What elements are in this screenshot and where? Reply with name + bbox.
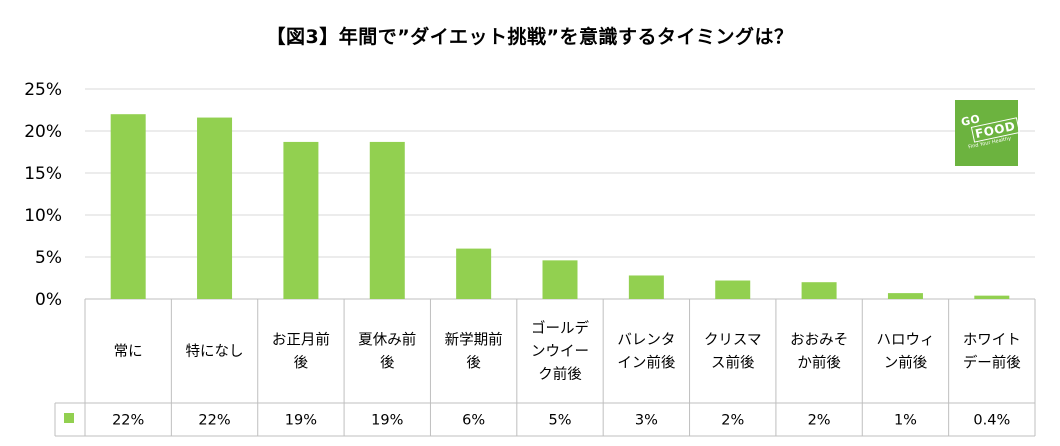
value-label: 6% <box>462 413 485 429</box>
bars <box>110 114 1010 299</box>
value-label: 0.4% <box>973 413 1010 429</box>
value-label: 22% <box>198 413 230 429</box>
y-tick-label: 25% <box>24 80 62 100</box>
category-label: 特になし <box>186 343 244 360</box>
category-label: 後 <box>466 355 481 372</box>
y-tick-label: 0% <box>35 290 62 310</box>
value-label: 19% <box>285 413 317 429</box>
value-label: 3% <box>635 413 658 429</box>
category-label: 新学期前 <box>445 332 503 349</box>
value-label: 1% <box>894 413 917 429</box>
category-label: 後 <box>380 355 395 372</box>
category-label: 常に <box>114 343 143 360</box>
bar <box>887 293 923 299</box>
category-label: バレンタ <box>617 332 675 349</box>
y-tick-label: 10% <box>24 206 62 226</box>
bar <box>715 280 751 299</box>
bar <box>801 282 837 299</box>
bar <box>456 248 492 299</box>
bar <box>283 141 319 299</box>
category-label: ン前後 <box>884 355 928 372</box>
category-label: イン前後 <box>617 355 675 372</box>
category-label: ハロウィ <box>876 332 934 349</box>
bar <box>542 260 578 299</box>
value-label: 2% <box>721 413 744 429</box>
bar <box>974 295 1010 299</box>
value-label: 22% <box>112 413 144 429</box>
category-label: 夏休み前 <box>358 332 416 349</box>
gridlines <box>85 88 1035 300</box>
bar <box>628 275 664 299</box>
category-label: ゴールデ <box>531 319 589 337</box>
value-label: 19% <box>371 413 403 429</box>
y-axis-ticks: 25% 20% 15% 10% 5% 0% <box>24 80 62 310</box>
bar <box>369 141 405 299</box>
category-label: おおみそ <box>790 332 848 349</box>
category-label: クリスマ <box>704 332 762 349</box>
y-tick-label: 15% <box>24 164 62 184</box>
category-label: ク前後 <box>538 366 582 383</box>
category-label: 後 <box>294 355 309 372</box>
category-label: か前後 <box>797 355 841 372</box>
chart-title: 【図3】年間で”ダイエット挑戦”を意識するタイミングは？ <box>266 26 794 48</box>
bar <box>110 114 146 299</box>
category-label: デー前後 <box>963 354 1021 372</box>
legend-key <box>64 413 74 423</box>
y-tick-label: 20% <box>24 122 62 142</box>
gofood-logo: GO FOOD Find Your Healthy <box>955 100 1020 166</box>
bar <box>197 117 233 299</box>
category-label: ス前後 <box>711 355 755 372</box>
category-label: ンウイー <box>531 343 589 360</box>
value-label: 5% <box>548 413 571 429</box>
value-label: 2% <box>808 413 831 429</box>
y-tick-label: 5% <box>35 248 62 268</box>
category-label: ホワイト <box>963 333 1021 349</box>
category-label: お正月前 <box>272 332 330 349</box>
